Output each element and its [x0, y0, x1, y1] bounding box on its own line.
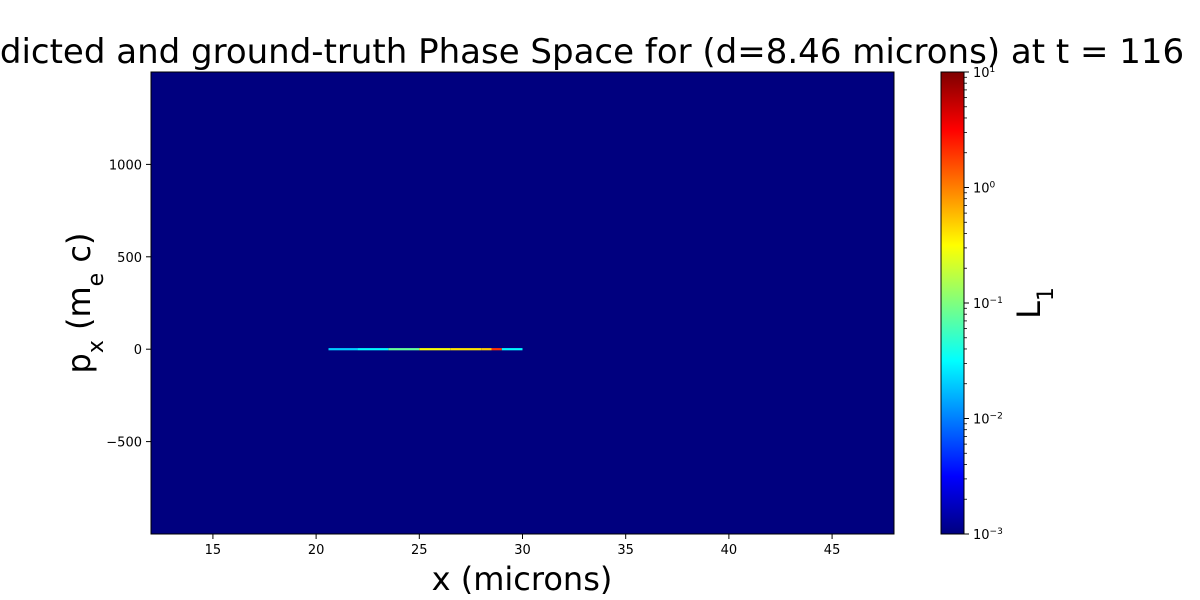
y-axis-label-rest-sub: e	[84, 273, 109, 287]
heatmap-cell	[388, 348, 420, 351]
y-axis-label-base: p	[60, 353, 98, 373]
heatmap-cell	[501, 348, 523, 351]
colorbar-label: L1	[1010, 287, 1059, 319]
heatmap-features	[328, 348, 523, 351]
y-axis-label-sub: x	[84, 340, 109, 353]
colorbar-tick-label: 10−2	[973, 412, 1003, 428]
colorbar-tick-label: 10−1	[973, 296, 1003, 312]
y-axis-label-open: (m	[60, 286, 98, 340]
x-tick-label: 20	[308, 543, 325, 558]
y-tick-label: 0	[134, 343, 142, 358]
heatmap-background	[151, 72, 894, 534]
x-tick-label: 40	[721, 543, 738, 558]
x-axis: 15 20 25 30 35 40 45	[205, 534, 841, 558]
colorbar-tick-label: 10−3	[973, 527, 1003, 543]
colorbar-label-sub: 1	[1034, 287, 1059, 301]
y-tick-label: 1000	[109, 158, 142, 173]
colorbar-ticks: 10−3 10−2 10−1 100 101	[964, 65, 1003, 543]
heatmap-cell	[481, 348, 492, 351]
colorbar: 10−3 10−2 10−1 100 101	[940, 65, 1003, 543]
plot-area	[150, 71, 895, 535]
y-axis-label: px (me c)	[60, 233, 109, 374]
colorbar-tick-label: 101	[973, 65, 995, 81]
x-tick-label: 30	[514, 543, 531, 558]
y-axis: −500 0 500 1000	[106, 158, 151, 451]
x-tick-label: 15	[205, 543, 222, 558]
y-tick-label: 500	[117, 251, 142, 266]
heatmap-cell	[450, 348, 482, 351]
chart-title: Predicted and ground-truth Phase Space f…	[0, 32, 1184, 72]
x-tick-label: 45	[824, 543, 841, 558]
y-tick-label: −500	[106, 436, 142, 451]
heatmap-cell	[491, 348, 502, 351]
heatmap-cell	[328, 348, 358, 351]
colorbar-tick-label: 100	[973, 181, 996, 197]
x-axis-label: x (microns)	[432, 560, 613, 598]
heatmap-cell	[419, 348, 451, 351]
colorbar-gradient	[940, 71, 965, 535]
y-axis-label-close: c)	[60, 233, 98, 273]
x-tick-label: 35	[617, 543, 634, 558]
heatmap-cell	[357, 348, 389, 351]
colorbar-label-base: L	[1010, 301, 1048, 319]
x-tick-label: 25	[411, 543, 428, 558]
